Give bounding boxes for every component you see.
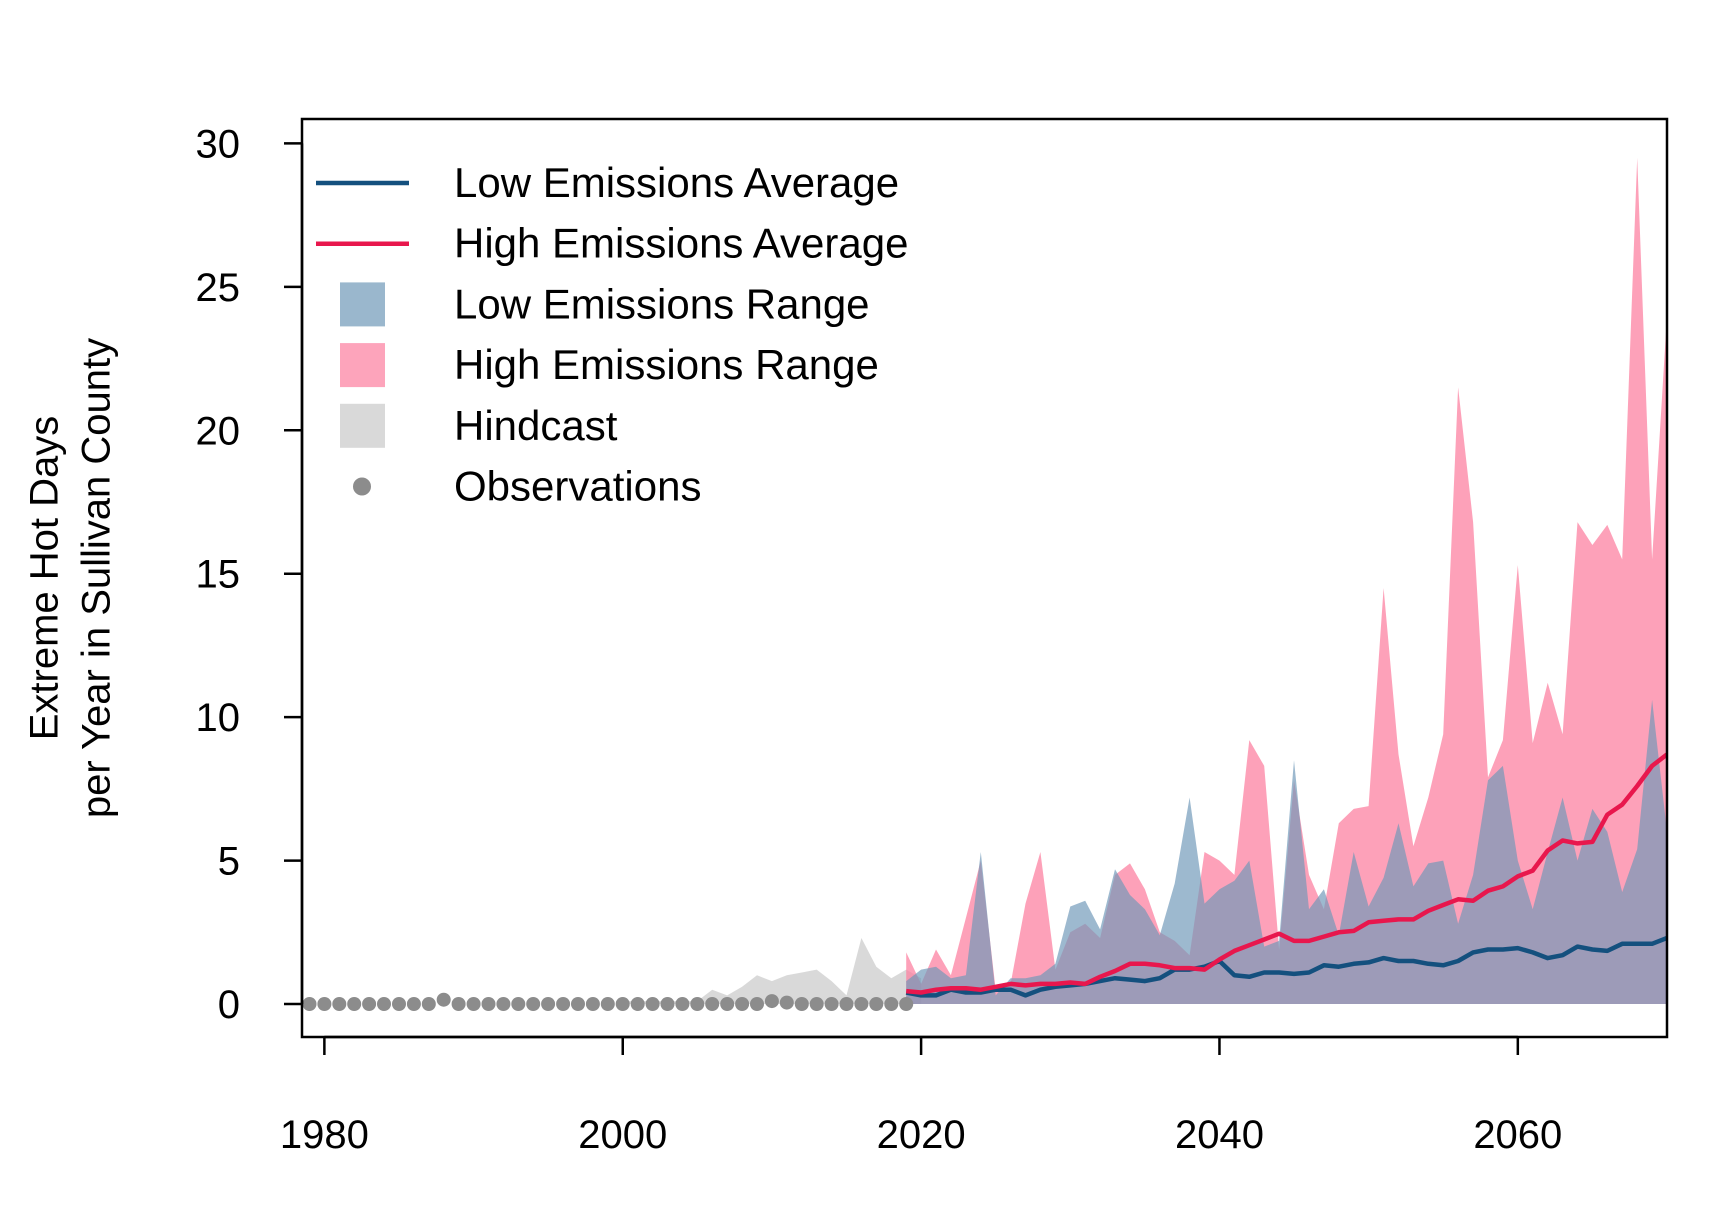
legend-label-high-emissions-average: High Emissions Average xyxy=(454,220,908,267)
observation-point xyxy=(764,994,779,1009)
observation-point xyxy=(809,997,824,1011)
plot-series xyxy=(302,157,1667,1011)
observation-point xyxy=(541,997,556,1011)
legend-label-observations: Observations xyxy=(454,463,701,510)
observation-point xyxy=(884,997,899,1011)
observation-point xyxy=(571,997,585,1011)
x-tick-label: 2060 xyxy=(1473,1113,1562,1157)
low-emissions-range-area xyxy=(906,699,1667,1004)
observation-point xyxy=(317,997,332,1011)
y-tick-label: 20 xyxy=(196,409,241,453)
x-tick-label: 2020 xyxy=(877,1113,966,1157)
observation-point xyxy=(690,997,705,1011)
y-axis-label-line-1: Extreme Hot Days xyxy=(23,416,67,741)
observation-point xyxy=(779,995,794,1010)
observations-series xyxy=(302,992,914,1011)
y-tick-label: 15 xyxy=(196,553,241,597)
x-axis: 1980 2000 2020 2040 2060 xyxy=(280,1035,1562,1157)
observation-point xyxy=(824,997,839,1011)
observation-point xyxy=(630,997,645,1011)
y-tick-label: 30 xyxy=(196,122,241,166)
observation-point xyxy=(377,997,391,1011)
y-tick-label: 25 xyxy=(196,266,241,310)
observation-point xyxy=(556,997,571,1011)
observation-point xyxy=(466,997,481,1011)
legend-swatch-low-emissions-range xyxy=(340,282,385,327)
observation-point xyxy=(675,997,690,1011)
y-tick-label: 5 xyxy=(218,840,240,884)
observation-point xyxy=(585,997,600,1011)
y-axis-label: Extreme Hot Days per Year in Sullivan Co… xyxy=(23,338,119,818)
x-tick-label: 2000 xyxy=(578,1113,667,1157)
observation-point xyxy=(481,997,496,1011)
y-tick-label: 10 xyxy=(196,696,241,740)
legend: Low Emissions Average High Emissions Aver… xyxy=(316,159,908,510)
legend-label-low-emissions-average: Low Emissions Average xyxy=(454,159,899,206)
observation-point xyxy=(451,997,466,1011)
legend-label-hindcast: Hindcast xyxy=(454,402,618,449)
observation-point xyxy=(720,997,735,1011)
observation-point xyxy=(347,997,362,1011)
observation-point xyxy=(899,997,914,1011)
observation-point xyxy=(750,997,764,1011)
observation-point xyxy=(496,997,511,1011)
observation-point xyxy=(511,997,526,1011)
observation-point xyxy=(854,997,869,1011)
observation-point xyxy=(332,997,347,1011)
observation-point xyxy=(362,997,377,1011)
observation-point xyxy=(735,997,750,1011)
observation-point xyxy=(302,997,317,1011)
legend-swatch-hindcast xyxy=(340,403,385,448)
y-axis: 0 5 10 15 20 25 30 xyxy=(196,122,304,1027)
legend-swatch-high-emissions-range xyxy=(340,343,385,388)
observation-point xyxy=(406,997,421,1011)
x-tick-label: 2040 xyxy=(1175,1113,1264,1157)
observation-point xyxy=(705,997,720,1011)
observation-point xyxy=(526,997,541,1011)
high-emissions-average-line xyxy=(905,752,1667,995)
legend-swatch-observations xyxy=(353,477,371,496)
y-axis-label-line-2: per Year in Sullivan County xyxy=(75,338,119,818)
observation-point xyxy=(660,997,675,1011)
plot-area xyxy=(302,157,1667,1011)
legend-label-high-emissions-range: High Emissions Range xyxy=(454,341,879,388)
x-tick-label: 1980 xyxy=(280,1113,369,1157)
observation-point xyxy=(839,997,854,1011)
legend-label-low-emissions-range: Low Emissions Range xyxy=(454,280,870,327)
y-tick-label: 0 xyxy=(218,983,240,1027)
observation-point xyxy=(421,997,436,1011)
observation-point xyxy=(615,997,630,1011)
low-emissions-average-line xyxy=(905,935,1667,998)
observation-point xyxy=(392,997,406,1011)
observation-point xyxy=(436,992,451,1007)
observation-point xyxy=(645,997,660,1011)
observation-point xyxy=(600,997,615,1011)
high-emissions-range-area xyxy=(906,157,1667,1004)
observation-point xyxy=(869,997,884,1011)
observation-point xyxy=(794,997,809,1011)
